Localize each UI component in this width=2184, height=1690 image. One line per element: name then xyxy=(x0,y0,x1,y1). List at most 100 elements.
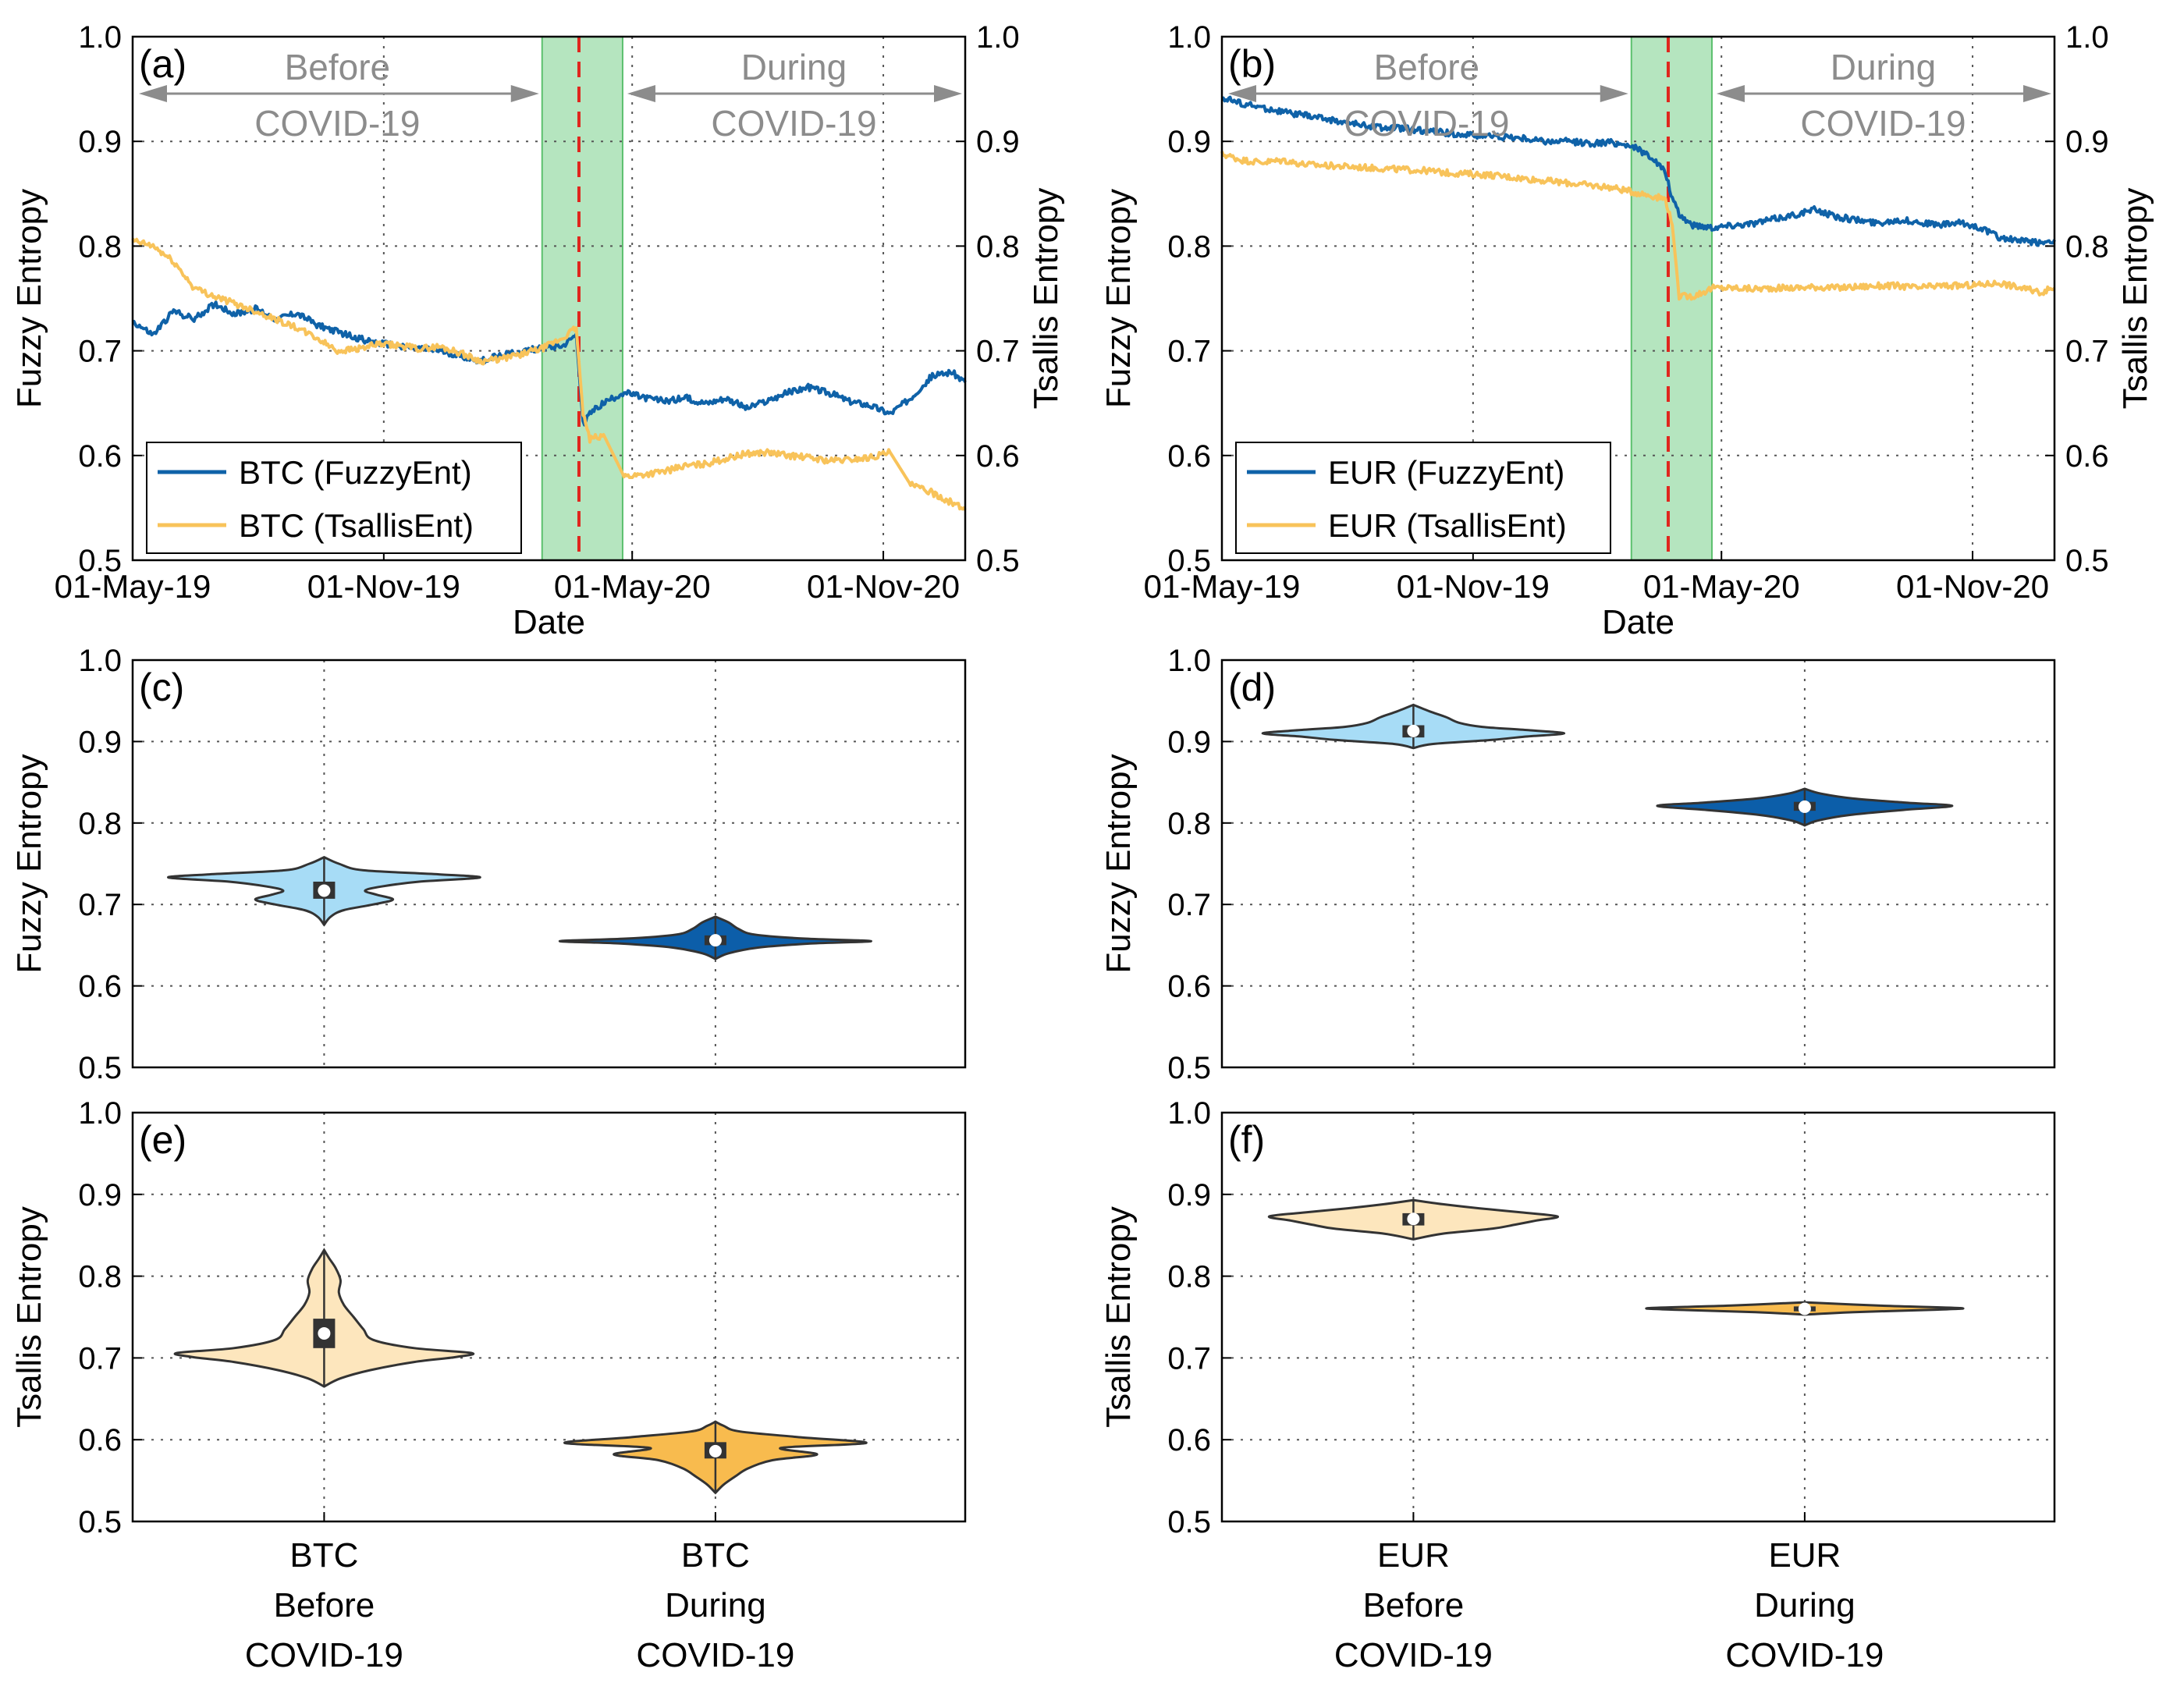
y-tick-label-left: 0.9 xyxy=(1167,1178,1211,1212)
category-label: COVID-19 xyxy=(1334,1636,1493,1674)
covid-window-band xyxy=(1631,37,1712,560)
plot-frame xyxy=(131,1111,967,1523)
period-before-label: COVID-19 xyxy=(254,103,420,144)
x-axis-title: Date xyxy=(1602,603,1674,641)
y-tick-label-left: 0.5 xyxy=(1167,1051,1211,1085)
category-label: Before xyxy=(274,1586,375,1624)
y-axis-title: Tsallis Entropy xyxy=(10,1206,48,1428)
panel-f: EUR Before COVID-19 EUR During COVID-19 (f) 0.5… xyxy=(1099,1096,2056,1674)
legend-box xyxy=(146,442,522,554)
y-tick-label-left: 0.6 xyxy=(78,439,122,474)
category-label: COVID-19 xyxy=(636,1636,794,1674)
y-tick-label-right: 1.0 xyxy=(976,20,1020,55)
category-label: BTC xyxy=(289,1536,358,1575)
category-label: COVID-19 xyxy=(1725,1636,1884,1674)
violin-median-marker xyxy=(1798,1302,1811,1315)
period-before-label: Before xyxy=(1374,47,1480,87)
period-during-label: During xyxy=(741,47,847,87)
y-tick-label-left: 0.6 xyxy=(1167,970,1211,1004)
category-label: COVID-19 xyxy=(245,1636,403,1674)
series-line-fuzzy xyxy=(1221,95,2056,247)
plot-frame xyxy=(131,35,967,562)
panel-a: Before COVID-19 During COVID-19 (a) 01-May-19… xyxy=(10,20,1065,641)
panel-e: BTC Before COVID-19 BTC During COVID-19 (e) 0.5… xyxy=(10,1096,967,1674)
x-axis-title: Date xyxy=(513,603,585,641)
panel-label: (a) xyxy=(139,42,186,86)
plot-frame xyxy=(1220,1111,2056,1523)
x-tick-label: 01-May-20 xyxy=(554,568,711,605)
y-tick-label-left: 0.9 xyxy=(78,125,122,159)
category-label: EUR xyxy=(1377,1536,1450,1575)
violin-median-marker xyxy=(1798,800,1811,813)
y-tick-label-left: 0.7 xyxy=(78,335,122,369)
y2-axis-title: Tsallis Entropy xyxy=(1027,188,1065,410)
y-tick-label-left: 0.5 xyxy=(1167,544,1211,578)
category-label: BTC xyxy=(681,1536,750,1575)
y-tick-label-right: 0.9 xyxy=(2065,125,2109,159)
y-tick-label-left: 0.9 xyxy=(78,1178,122,1212)
y-tick-label-right: 0.7 xyxy=(2065,335,2109,369)
y-tick-label-left: 0.7 xyxy=(78,1341,122,1376)
y-tick-label-left: 0.7 xyxy=(78,888,122,922)
y-axis-title: Fuzzy Entropy xyxy=(10,754,48,973)
y-tick-label-left: 1.0 xyxy=(78,20,122,55)
legend-entry-label: BTC (TsallisEnt) xyxy=(239,507,474,544)
y-tick-label-left: 0.5 xyxy=(78,544,122,578)
y-tick-label-left: 1.0 xyxy=(1167,1096,1211,1131)
y-tick-label-left: 0.6 xyxy=(1167,439,1211,474)
y-tick-label-right: 0.6 xyxy=(2065,439,2109,474)
before-arrow-head-left xyxy=(139,85,167,102)
y-tick-label-left: 0.8 xyxy=(1167,807,1211,841)
y-tick-label-left: 0.8 xyxy=(78,229,122,264)
period-during-label: COVID-19 xyxy=(1800,103,1966,144)
before-arrow-head-right xyxy=(1600,85,1628,102)
y-tick-label-right: 0.5 xyxy=(976,544,1020,578)
y2-axis-title: Tsallis Entropy xyxy=(2116,188,2154,410)
y-tick-label-left: 0.8 xyxy=(78,1260,122,1294)
y-tick-label-left: 0.5 xyxy=(78,1051,122,1085)
x-tick-label: 01-May-19 xyxy=(1144,568,1301,605)
y-tick-label-left: 0.8 xyxy=(1167,229,1211,264)
legend-entry-label: EUR (TsallisEnt) xyxy=(1328,507,1567,544)
y-tick-label-left: 0.5 xyxy=(78,1505,122,1539)
panel-c: (c) 0.5 0.6 0.7 0.8 0.9 1.0 Fuzzy Entropy xyxy=(10,644,967,1085)
violin-median-marker xyxy=(1407,724,1420,737)
violin-median-marker xyxy=(1407,1212,1420,1226)
panel-label: (f) xyxy=(1228,1118,1265,1162)
panel-b: Before COVID-19 During COVID-19 (b) 01-May-19… xyxy=(1099,20,2154,641)
violin-median-marker xyxy=(318,884,331,897)
legend-box xyxy=(1235,442,1611,554)
legend: BTC (FuzzyEnt) BTC (TsallisEnt) xyxy=(146,442,522,554)
series-line-tsallis xyxy=(131,237,967,511)
x-tick-label: 01-Nov-19 xyxy=(307,568,460,605)
violin-median-marker xyxy=(708,934,722,947)
y-tick-label-left: 0.9 xyxy=(1167,725,1211,759)
during-arrow-head-right xyxy=(2023,85,2051,102)
y-tick-label-left: 0.7 xyxy=(1167,335,1211,369)
y-tick-label-left: 0.6 xyxy=(78,970,122,1004)
y-tick-label-left: 0.7 xyxy=(1167,888,1211,922)
y-tick-label-left: 0.6 xyxy=(78,1423,122,1457)
x-tick-label: 01-May-19 xyxy=(55,568,211,605)
y-tick-label-right: 0.9 xyxy=(976,125,1020,159)
y-tick-label-right: 0.8 xyxy=(976,229,1020,264)
y-tick-label-left: 0.9 xyxy=(1167,125,1211,159)
during-arrow-head-right xyxy=(934,85,962,102)
category-label: During xyxy=(665,1586,766,1624)
period-during-label: During xyxy=(1831,47,1937,87)
y-tick-label-right: 0.8 xyxy=(2065,229,2109,264)
y-axis-title: Fuzzy Entropy xyxy=(1099,189,1138,408)
before-arrow-head-right xyxy=(510,85,539,102)
y-tick-label-left: 0.8 xyxy=(1167,1260,1211,1294)
series-line-tsallis xyxy=(1220,151,2056,301)
panel-label: (d) xyxy=(1228,666,1276,709)
during-arrow-head-left xyxy=(627,85,655,102)
violin-median-marker xyxy=(708,1444,722,1457)
legend-entry-label: EUR (FuzzyEnt) xyxy=(1328,454,1564,491)
y-axis-title: Fuzzy Entropy xyxy=(10,189,48,408)
panel-label: (e) xyxy=(139,1118,186,1162)
plot-frame xyxy=(131,659,967,1069)
y-tick-label-right: 0.6 xyxy=(976,439,1020,474)
y-tick-label-right: 0.5 xyxy=(2065,544,2109,578)
